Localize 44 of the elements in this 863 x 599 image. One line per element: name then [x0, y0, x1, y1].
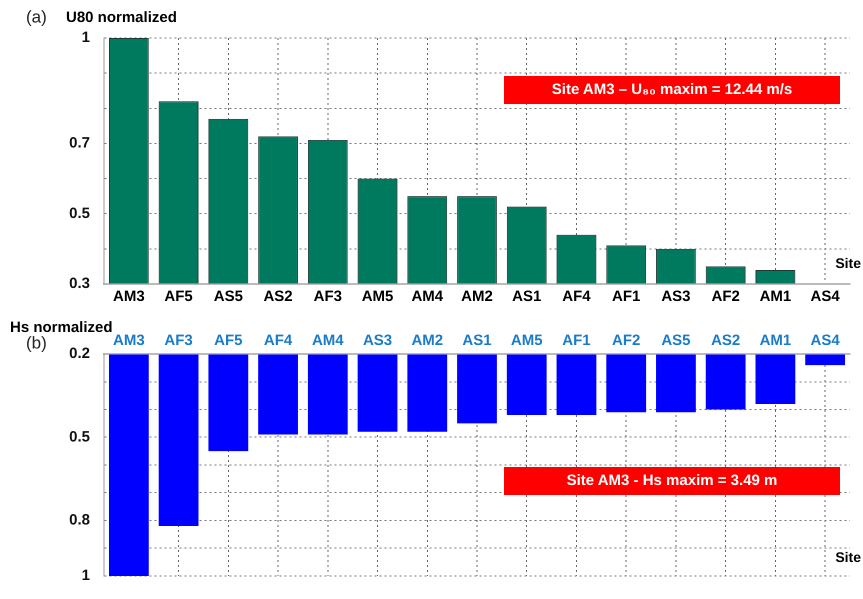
y-tick-label: 0.3	[69, 275, 90, 292]
x-tick-label: AS5	[661, 332, 691, 350]
x-tick-label: AF5	[164, 288, 193, 306]
x-tick-label: AF2	[612, 332, 640, 350]
y-axis-title: Hs normalized	[10, 319, 113, 336]
x-axis-title: Site	[835, 254, 862, 271]
y-tick-label: 1	[82, 567, 90, 584]
x-tick-label: AM1	[760, 288, 792, 306]
x-tick-label: AF4	[264, 332, 293, 350]
x-tick-label: AF2	[711, 288, 740, 306]
x-tick-label: AS1	[512, 288, 542, 306]
x-tick-label: AS3	[362, 332, 392, 350]
x-tick-label: AM3	[113, 288, 145, 306]
chart-title: (b)	[26, 334, 47, 353]
x-tick-label: AS4	[810, 288, 840, 306]
x-tick-label: AM4	[411, 288, 444, 306]
x-tick-label: AM1	[760, 332, 792, 350]
x-tick-label: AS5	[214, 288, 243, 306]
y-tick-label: 0.5	[69, 204, 90, 222]
x-tick-label: AM2	[411, 332, 444, 350]
y-tick-label: 0.7	[69, 134, 90, 152]
x-tick-label: AS3	[661, 288, 691, 306]
x-tick-label: AS4	[810, 332, 840, 350]
x-tick-label: AS2	[711, 332, 740, 350]
x-tick-label: AM5	[362, 288, 394, 306]
x-tick-label: AM5	[510, 332, 543, 350]
x-axis-title: Site	[835, 548, 862, 565]
x-tick-label: AM4	[312, 332, 344, 350]
x-tick-label: AF1	[612, 288, 640, 306]
x-tick-label: AF4	[562, 288, 592, 306]
x-tick-label: AF1	[562, 332, 591, 350]
y-tick-label: 0.8	[69, 512, 90, 529]
x-tick-label: AS2	[263, 288, 293, 306]
x-tick-label: AF3	[314, 288, 342, 306]
y-tick-label: 0.5	[69, 428, 90, 446]
x-tick-label: AF5	[214, 332, 243, 350]
chart-title: (a)	[26, 8, 47, 27]
x-tick-label: AS1	[462, 332, 492, 350]
y-axis-title: U80 normalized	[66, 9, 177, 26]
x-tick-label: AM3	[113, 332, 145, 350]
y-tick-label: 1	[82, 29, 90, 46]
y-tick-label: 0.2	[69, 345, 90, 362]
x-tick-label: AM2	[461, 288, 493, 306]
x-tick-label: AF3	[164, 332, 193, 350]
